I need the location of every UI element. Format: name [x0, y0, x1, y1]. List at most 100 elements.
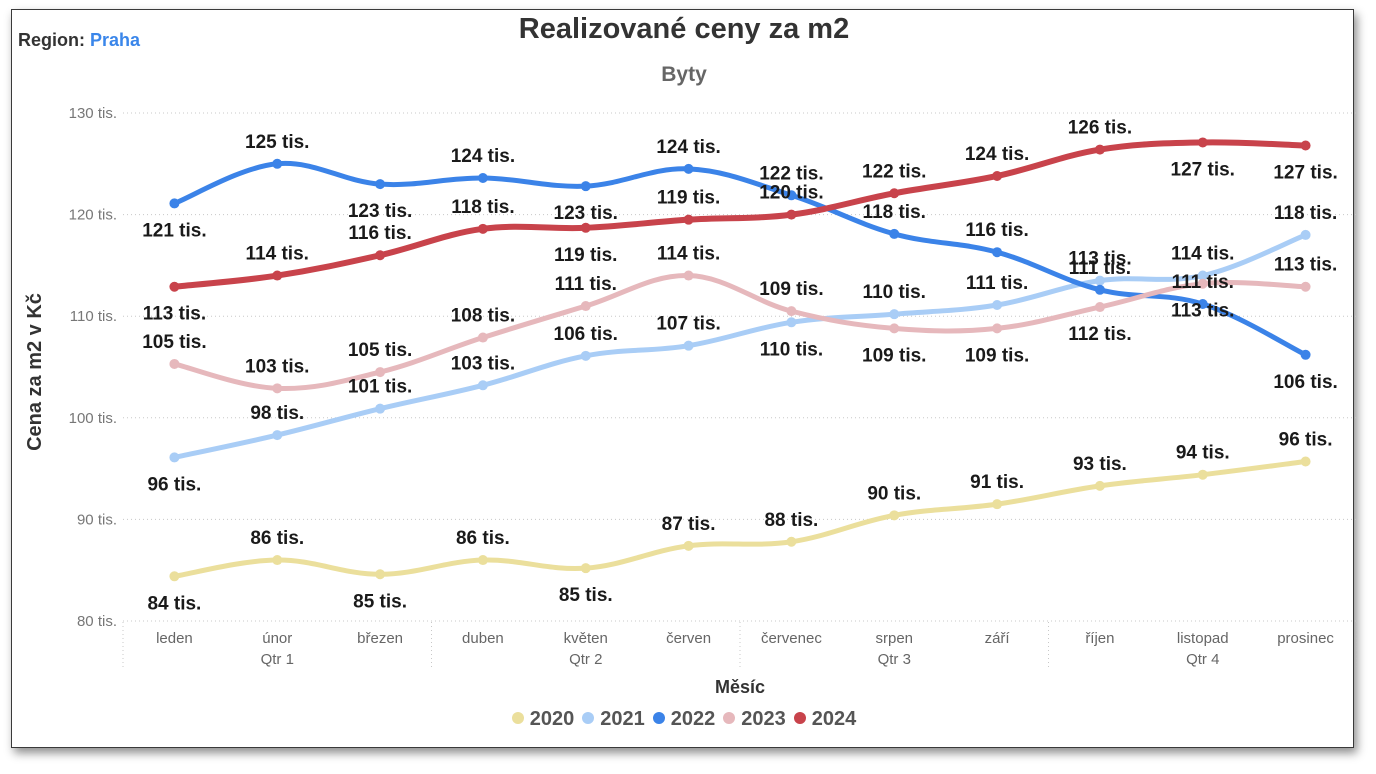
data-point-2020[interactable] — [889, 510, 900, 521]
quarter-label: Qtr 3 — [878, 651, 911, 668]
data-point-2023[interactable] — [1094, 302, 1105, 313]
data-label-2024: 119 tis. — [657, 188, 720, 209]
y-tick-label: 110 tis. — [70, 308, 117, 325]
data-point-2023[interactable] — [889, 323, 900, 334]
data-point-2020[interactable] — [992, 499, 1003, 510]
data-label-2023: 113 tis. — [1171, 301, 1234, 322]
data-point-2020[interactable] — [1300, 456, 1311, 467]
data-point-2022[interactable] — [786, 190, 797, 201]
series-line-2024 — [171, 139, 1309, 290]
data-label-2022: 123 tis. — [554, 203, 618, 224]
data-label-2021: 114 tis. — [1171, 244, 1234, 265]
data-label-2020: 90 tis. — [867, 483, 921, 504]
data-point-2020[interactable] — [1094, 480, 1105, 491]
data-point-2020[interactable] — [375, 569, 386, 580]
x-tick-label: leden — [156, 630, 193, 647]
data-point-2021[interactable] — [889, 309, 900, 320]
data-point-2020[interactable] — [169, 571, 180, 582]
data-point-2022[interactable] — [1197, 299, 1208, 310]
data-point-2020[interactable] — [477, 555, 488, 566]
data-point-2023[interactable] — [375, 367, 386, 378]
chart-card — [11, 9, 1354, 748]
legend-marker — [723, 712, 736, 724]
x-tick-label: srpen — [875, 630, 913, 647]
legend-item-2023[interactable]: 2023 — [723, 708, 786, 731]
data-point-2021[interactable] — [683, 340, 694, 351]
data-label-2021: 101 tis. — [348, 377, 412, 398]
data-point-2024[interactable] — [683, 214, 694, 225]
legend-marker — [511, 712, 524, 724]
data-label-2021: 98 tis. — [250, 403, 304, 424]
data-label-2020: 86 tis. — [456, 528, 510, 549]
data-point-2023[interactable] — [580, 301, 591, 312]
data-point-2021[interactable] — [580, 350, 591, 361]
data-point-2023[interactable] — [1197, 278, 1208, 289]
data-point-2024[interactable] — [272, 270, 283, 281]
data-label-2024: 116 tis. — [348, 223, 411, 244]
data-point-2021[interactable] — [1300, 229, 1311, 240]
x-tick-label: prosinec — [1277, 630, 1334, 647]
legend-item-2021[interactable]: 2021 — [582, 708, 645, 731]
data-point-2022[interactable] — [477, 173, 488, 184]
legend-label: 2020 — [529, 708, 575, 730]
region-value[interactable]: Praha — [90, 30, 141, 50]
data-point-2021[interactable] — [477, 380, 488, 391]
data-point-2023[interactable] — [992, 323, 1003, 334]
data-label-2022: 124 tis. — [656, 137, 720, 158]
data-point-2021[interactable] — [1094, 275, 1105, 286]
x-tick-label: listopad — [1177, 630, 1229, 647]
data-point-2024[interactable] — [786, 209, 797, 220]
data-label-2021: 113 tis. — [1068, 249, 1131, 270]
legend-item-2020[interactable]: 2020 — [511, 708, 575, 731]
x-axis-title: Měsíc — [715, 677, 765, 697]
data-label-2021: 111 tis. — [966, 273, 1028, 294]
data-point-2021[interactable] — [992, 300, 1003, 311]
data-point-2023[interactable] — [477, 332, 488, 343]
data-point-2023[interactable] — [683, 270, 694, 281]
data-point-2023[interactable] — [169, 358, 180, 369]
data-point-2023[interactable] — [1300, 281, 1311, 292]
data-point-2022[interactable] — [169, 198, 180, 209]
data-point-2024[interactable] — [169, 281, 180, 292]
data-label-2021: 106 tis. — [554, 324, 618, 345]
legend-item-2024[interactable]: 2024 — [793, 708, 856, 731]
data-point-2020[interactable] — [580, 563, 591, 574]
x-tick-label: únor — [262, 630, 292, 647]
data-point-2024[interactable] — [477, 223, 488, 234]
data-label-2024: 118 tis. — [451, 197, 514, 218]
data-point-2022[interactable] — [272, 158, 283, 169]
data-label-2022: 123 tis. — [348, 201, 412, 222]
data-point-2024[interactable] — [1197, 137, 1208, 148]
data-point-2022[interactable] — [1300, 349, 1311, 360]
data-point-2020[interactable] — [683, 540, 694, 551]
data-point-2024[interactable] — [992, 170, 1003, 181]
data-point-2024[interactable] — [1300, 140, 1311, 151]
region-label: Region: — [18, 30, 85, 50]
data-point-2021[interactable] — [1197, 270, 1208, 281]
data-point-2021[interactable] — [786, 317, 797, 328]
data-point-2023[interactable] — [272, 383, 283, 394]
data-label-2023: 105 tis. — [348, 340, 412, 361]
data-point-2024[interactable] — [375, 250, 386, 261]
data-point-2024[interactable] — [889, 188, 900, 199]
data-point-2020[interactable] — [1197, 469, 1208, 480]
data-point-2020[interactable] — [786, 536, 797, 547]
legend-item-2022[interactable]: 2022 — [652, 708, 715, 731]
data-point-2023[interactable] — [786, 306, 797, 317]
data-point-2024[interactable] — [1094, 144, 1105, 155]
data-label-2024: 119 tis. — [554, 245, 617, 266]
data-point-2024[interactable] — [580, 222, 591, 233]
quarter-label: Qtr 2 — [569, 651, 602, 668]
data-point-2022[interactable] — [375, 179, 386, 190]
data-point-2020[interactable] — [272, 555, 283, 566]
data-point-2022[interactable] — [1094, 284, 1105, 295]
data-point-2021[interactable] — [375, 403, 386, 414]
data-label-2021: 96 tis. — [147, 474, 201, 495]
data-point-2022[interactable] — [992, 247, 1003, 258]
data-label-2024: 113 tis. — [143, 304, 206, 325]
data-point-2022[interactable] — [580, 181, 591, 192]
data-point-2022[interactable] — [683, 163, 694, 174]
data-point-2022[interactable] — [889, 228, 900, 239]
data-point-2021[interactable] — [169, 452, 180, 463]
data-point-2021[interactable] — [272, 430, 283, 441]
